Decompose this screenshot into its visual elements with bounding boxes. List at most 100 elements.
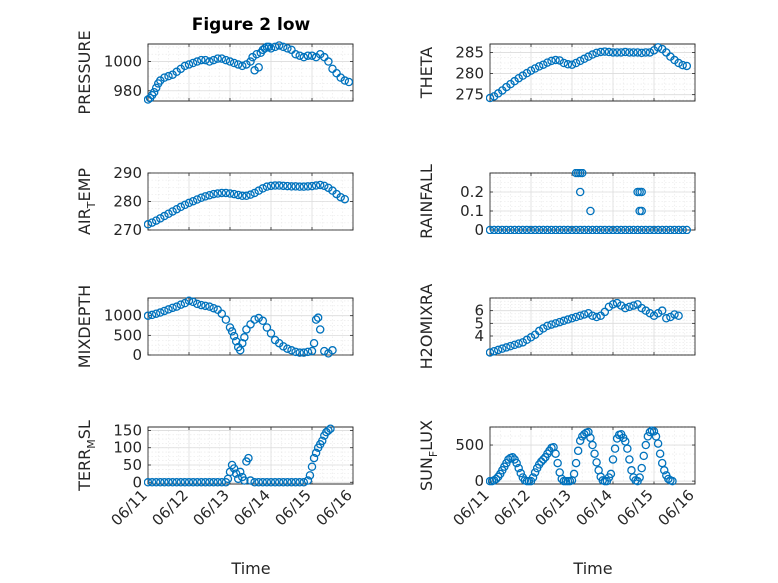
data-point [616,48,626,57]
data-point [625,455,634,464]
data-point [575,187,585,197]
data-point [283,44,292,53]
y-axis-label-suffix: EMP [75,168,94,202]
x-axis-label-right: Time [572,559,612,578]
y-tick-label: 4 [474,327,484,345]
data-point [506,225,515,234]
data-point [221,315,231,324]
data-point [238,338,247,348]
data-point [643,432,653,441]
y-axis-label-subscript: F [427,451,440,457]
data-point [164,209,173,219]
data-point [641,48,651,57]
data-point [307,181,317,191]
data-point [274,181,284,190]
data-point [653,225,663,234]
y-axis-label: SUNFLUX [417,420,440,491]
data-point [246,476,255,485]
data-point [592,312,601,322]
data-point [279,342,288,351]
data-point [266,329,276,338]
data-point [575,436,585,445]
data-point [225,189,235,198]
data-point [539,455,548,464]
axes-frame [489,43,696,102]
data-point [567,314,577,323]
data-point [637,225,646,234]
axes-frame [147,172,354,231]
data-point [637,187,646,197]
data-point [580,310,589,319]
data-point [168,303,177,313]
data-point [670,225,679,234]
y-axis-label: RAINFALL [417,164,436,239]
data-point [653,439,663,448]
data-point [575,311,585,320]
data-point [201,301,210,311]
data-point [252,49,261,59]
y-axis-label: TERRMSL [75,420,98,492]
axes-frame [147,297,354,356]
data-point [580,225,589,234]
data-point [180,478,190,487]
data-point [164,71,173,81]
data-point [144,478,153,487]
data-point [307,462,317,471]
y-tick-label: 100 [113,439,142,457]
data-point [266,478,276,487]
data-point [307,346,317,356]
data-point [197,300,206,310]
y-axis-label: PRESSURE [75,30,94,114]
data-point [250,188,259,198]
data-point [571,458,581,468]
data-point [262,478,272,487]
data-point [144,220,153,229]
data-point [551,319,560,328]
data-point [637,206,646,216]
data-point [486,225,495,234]
data-point [328,346,337,355]
data-point [151,478,161,487]
data-point [543,321,552,331]
data-point [156,478,165,487]
axes-frame [489,426,696,485]
y-tick-label: 0 [474,221,484,239]
data-point [291,49,300,59]
data-point [559,58,569,68]
data-point [649,427,659,436]
data-point [156,308,165,317]
data-point [547,320,556,329]
data-point [530,225,540,234]
data-point [197,478,206,487]
data-point [250,315,259,324]
data-point [295,182,304,191]
data-point [608,300,618,309]
data-point [625,302,634,312]
data-point [144,311,153,320]
data-point [592,458,601,467]
data-point [258,316,268,326]
y-axis-label-suffix: LUX [417,420,436,451]
y-tick-label: 500 [455,436,484,454]
data-point [309,338,319,348]
axes-frame [489,297,696,356]
y-axis-label: THETA [417,47,436,99]
data-point [213,189,222,198]
data-point [580,429,589,439]
data-point [612,225,622,234]
data-point [612,48,622,57]
data-point [147,310,157,320]
data-point [657,225,667,234]
data-point [610,444,620,453]
data-point [510,225,519,234]
y-tick-label: 285 [455,43,484,61]
data-point [303,347,313,357]
data-point [604,225,614,234]
data-point [283,478,292,487]
data-point [324,426,333,435]
data-point [575,56,585,66]
data-point [584,427,593,437]
y-axis-label-suffix: SL [75,420,94,439]
y-tick-label: 275 [455,86,484,104]
